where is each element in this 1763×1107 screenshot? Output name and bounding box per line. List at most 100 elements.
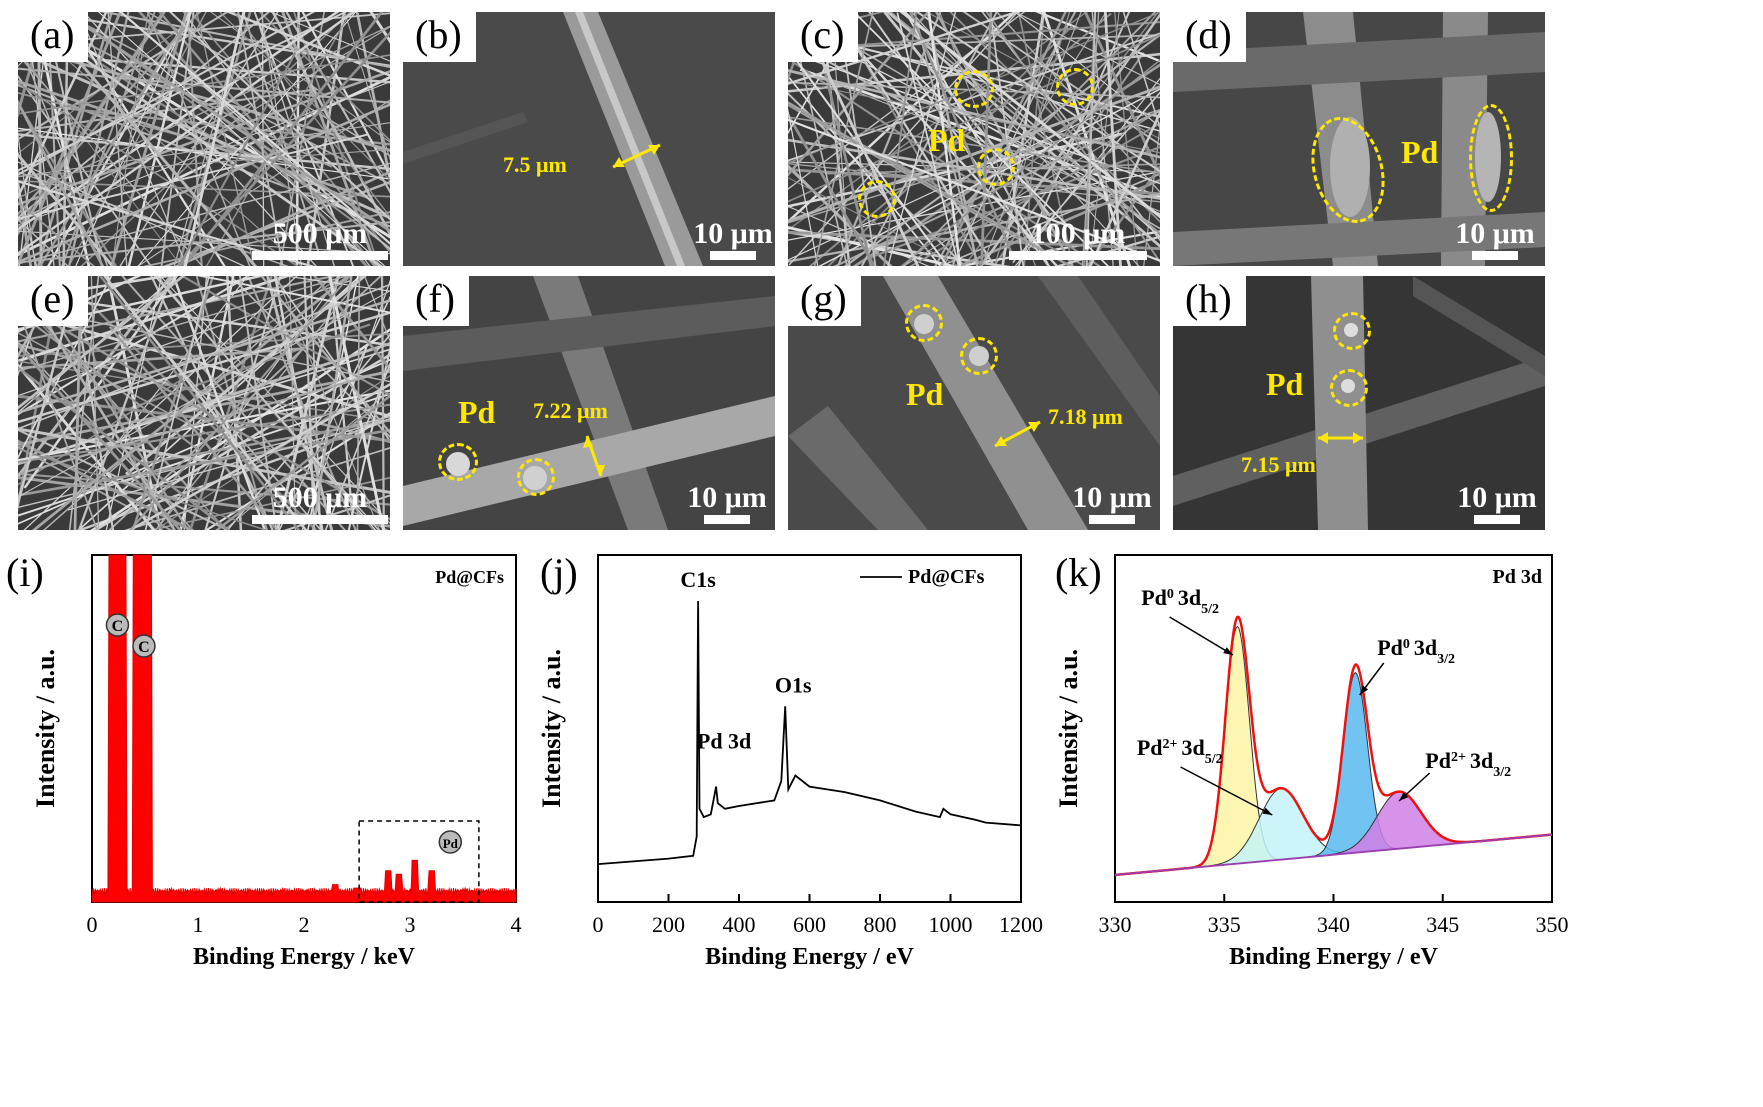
peak-badge-label: C (112, 618, 124, 635)
x-tick-label: 1200 (999, 912, 1043, 937)
xps-pd3d-plot: 330 335 340 345 350 Binding Energy / eV Intens… (1054, 554, 1569, 970)
scale-text: 100 μm (1030, 217, 1126, 250)
pd-label: Pd (1401, 134, 1439, 170)
single-fiber (788, 276, 1160, 530)
scale-bar: 10 μm (1070, 481, 1154, 526)
panel-label: (k) (1055, 550, 1102, 595)
scale-text: 10 μm (1072, 481, 1152, 514)
x-tick-label: 345 (1426, 912, 1459, 937)
scale-text: 500 μm (272, 217, 368, 250)
xps-survey-plot: 0 200 400 600 800 1000 1200 Binding Energy / eV… (537, 554, 1043, 970)
panel-label: (f) (403, 276, 469, 326)
diameter-label: 7.5 μm (503, 152, 567, 177)
x-axis-label: Binding Energy / eV (705, 944, 914, 970)
peak-label: C1s (680, 567, 716, 592)
peak-badge (438, 830, 463, 854)
x-tick-label: 200 (652, 912, 685, 937)
survey-line (597, 600, 1022, 865)
diameter-label: 7.22 μm (533, 398, 608, 423)
x-tick-label: 1000 (929, 912, 973, 937)
x-tick-label: 340 (1317, 912, 1350, 937)
pd-label: Pd (928, 122, 966, 158)
fiber-texture (18, 276, 390, 530)
legend-label: Pd@CFs (908, 566, 985, 588)
chart-j: (j) 0 200 400 600 800 1000 1200 Binding Energy … (537, 545, 1060, 1102)
chart-k: (k) 330 335 340 345 350 Binding Energy / eV In… (1054, 545, 1763, 1102)
peak-badge-label: C (138, 639, 150, 656)
x-tick-label: 1 (193, 912, 204, 937)
peak-label: Pd 3d (697, 729, 751, 754)
scale-text: 500 μm (272, 481, 368, 514)
scale-bar: 10 μm (1453, 217, 1537, 262)
eds-plot: 0 1 2 3 4 Binding Energy / keV Intensity / a.u… (31, 554, 522, 970)
scale-text: 10 μm (1457, 481, 1537, 514)
sem-panel-f: (f) Pd 7.22 μm 10 μm (403, 276, 775, 530)
y-axis-label: Intensity / a.u. (31, 649, 60, 808)
component-peak (1114, 671, 1553, 876)
panel-label: (c) (788, 12, 859, 62)
scale-text: 10 μm (687, 481, 767, 514)
y-axis-label: Intensity / a.u. (540, 649, 566, 808)
sem-panel-h: (h) Pd 7.15 μm 10 μm (1173, 276, 1545, 530)
panel-label: (d) (1173, 12, 1246, 62)
diameter-label: 7.15 μm (1241, 452, 1316, 477)
peak-label: O1s (775, 672, 812, 697)
pd-label: Pd (1266, 366, 1304, 402)
peak-label: Pd0 3d5/2 (1141, 585, 1219, 617)
arrow-head (1262, 807, 1273, 815)
legend-label: Pd 3d (1493, 566, 1542, 588)
scale-text: 10 μm (693, 217, 773, 250)
arrow-head (1359, 685, 1369, 695)
sem-panel-g: (g) Pd 7.18 μm 10 μm (788, 276, 1160, 530)
plot-frame (597, 554, 1022, 903)
background-line (1114, 833, 1553, 876)
panel-label: (g) (788, 276, 861, 326)
x-tick-label: 350 (1536, 912, 1569, 937)
scale-bar: 500 μm (250, 481, 390, 526)
peak-label: Pd2+ 3d3/2 (1425, 748, 1511, 780)
peak-label: Pd2+ 3d5/2 (1137, 735, 1223, 767)
panel-label: (b) (403, 12, 476, 62)
x-tick-label: 600 (793, 912, 826, 937)
x-axis-label: Binding Energy / keV (193, 944, 416, 970)
x-tick-label: 0 (87, 912, 98, 937)
sem-panel-c: (c) Pd 100 μm (788, 12, 1160, 266)
arrow-head (1223, 647, 1233, 655)
x-tick-label: 330 (1099, 912, 1132, 937)
sem-panel-a: (a) 500 μm (18, 12, 390, 266)
x-tick-label: 2 (299, 912, 310, 937)
x-tick-label: 400 (723, 912, 756, 937)
x-axis-label: Binding Energy / eV (1229, 944, 1438, 970)
x-tick-label: 3 (405, 912, 416, 937)
panel-label: (e) (18, 276, 89, 326)
sem-panel-e: (e) 500 μm (18, 276, 390, 530)
arrow (1169, 616, 1234, 656)
pd-region-box (358, 820, 480, 903)
panel-label: (a) (18, 12, 89, 62)
pd-label: Pd (906, 376, 944, 412)
x-tick-label: 800 (864, 912, 897, 937)
scale-bar: 10 μm (1455, 481, 1539, 526)
scale-bar: 500 μm (250, 217, 390, 262)
x-tick-label: 335 (1208, 912, 1241, 937)
arrow (1180, 766, 1273, 816)
fiber-texture (18, 12, 390, 266)
peak-badge (105, 613, 130, 637)
panel-label: (i) (6, 550, 44, 595)
diameter-label: 7.18 μm (1048, 404, 1123, 429)
panel-label: (j) (540, 550, 578, 595)
arrow-head (1399, 792, 1409, 801)
peak-badge-label: Pd (443, 836, 459, 851)
sem-panel-b: (b) 7.5 μm 10 μm (403, 12, 775, 266)
peak-badge (132, 634, 156, 658)
eds-spectrum (91, 554, 517, 903)
peak-label: Pd0 3d3/2 (1377, 635, 1455, 667)
single-fiber (403, 12, 703, 266)
scale-bar: 10 μm (691, 217, 775, 262)
x-tick-label: 0 (593, 912, 604, 937)
panel-label: (h) (1173, 276, 1246, 326)
legend-label: Pd@CFs (435, 567, 504, 587)
pd-label: Pd (458, 394, 496, 430)
y-axis-label: Intensity / a.u. (1055, 649, 1083, 808)
scale-bar: 10 μm (685, 481, 769, 526)
